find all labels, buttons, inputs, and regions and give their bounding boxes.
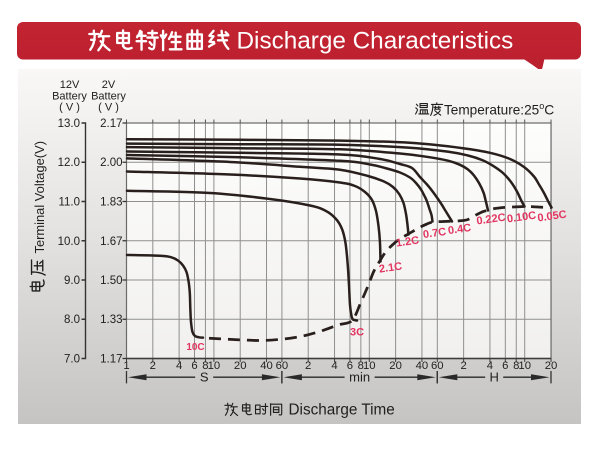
svg-text:3C: 3C	[350, 327, 364, 339]
svg-text:4: 4	[487, 360, 493, 372]
svg-text:20: 20	[545, 360, 558, 372]
svg-text:4: 4	[331, 360, 337, 372]
svg-text:H: H	[490, 370, 499, 385]
svg-text:20: 20	[389, 360, 402, 372]
svg-text:6: 6	[502, 360, 508, 372]
svg-text:1.2C: 1.2C	[395, 234, 420, 249]
svg-text:( V ): ( V )	[59, 102, 80, 114]
svg-text:1.50: 1.50	[100, 275, 122, 287]
svg-text:6: 6	[191, 360, 197, 372]
svg-text:S: S	[200, 370, 209, 385]
svg-text:0.10C: 0.10C	[506, 210, 537, 226]
svg-text:0.7C: 0.7C	[422, 226, 447, 241]
svg-text:1.17: 1.17	[100, 354, 122, 366]
svg-text:Battery: Battery	[52, 90, 87, 102]
svg-text:10: 10	[208, 360, 221, 372]
svg-text:1: 1	[123, 360, 129, 372]
svg-text:8: 8	[202, 360, 208, 372]
svg-text:1.83: 1.83	[100, 197, 122, 209]
svg-text:10: 10	[518, 360, 531, 372]
svg-text:Terminal Voltage(V): Terminal Voltage(V)	[32, 141, 47, 253]
svg-text:40: 40	[260, 360, 273, 372]
svg-text:Discharge Time: Discharge Time	[289, 402, 395, 419]
svg-text:Temperature:25oC: Temperature:25oC	[444, 101, 554, 118]
svg-text:10.0: 10.0	[58, 236, 80, 248]
svg-text:0.22C: 0.22C	[476, 212, 507, 228]
svg-text:8: 8	[358, 360, 364, 372]
svg-text:60: 60	[431, 360, 444, 372]
svg-text:2: 2	[305, 360, 311, 372]
svg-text:1.67: 1.67	[100, 236, 122, 248]
svg-text:10C: 10C	[186, 342, 204, 353]
svg-text:20: 20	[234, 360, 247, 372]
svg-text:Discharge Characteristics: Discharge Characteristics	[237, 28, 514, 55]
svg-text:2: 2	[460, 360, 466, 372]
svg-text:4: 4	[176, 360, 182, 372]
svg-text:40: 40	[416, 360, 429, 372]
svg-text:6: 6	[347, 360, 353, 372]
svg-text:12V: 12V	[60, 79, 80, 91]
svg-text:8: 8	[513, 360, 519, 372]
svg-text:2V: 2V	[102, 79, 116, 91]
svg-text:2.17: 2.17	[100, 118, 122, 130]
svg-text:9.0: 9.0	[64, 275, 80, 287]
svg-text:0.4C: 0.4C	[447, 222, 472, 237]
svg-text:2.00: 2.00	[100, 157, 122, 169]
svg-text:Battery: Battery	[91, 90, 126, 102]
svg-text:min: min	[349, 370, 370, 385]
svg-text:0.05C: 0.05C	[537, 209, 568, 225]
svg-text:11.0: 11.0	[58, 197, 80, 209]
svg-text:1.33: 1.33	[100, 314, 122, 326]
svg-text:10: 10	[363, 360, 376, 372]
svg-text:2.1C: 2.1C	[378, 260, 403, 275]
svg-text:13.0: 13.0	[58, 118, 80, 130]
svg-text:12.0: 12.0	[58, 157, 80, 169]
svg-text:7.0: 7.0	[64, 354, 80, 366]
svg-text:60: 60	[276, 360, 289, 372]
svg-text:8.0: 8.0	[64, 314, 80, 326]
svg-text:( V ): ( V )	[98, 102, 119, 114]
svg-text:2: 2	[150, 360, 156, 372]
